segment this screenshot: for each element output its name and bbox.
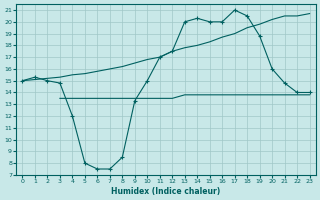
X-axis label: Humidex (Indice chaleur): Humidex (Indice chaleur) bbox=[111, 187, 221, 196]
